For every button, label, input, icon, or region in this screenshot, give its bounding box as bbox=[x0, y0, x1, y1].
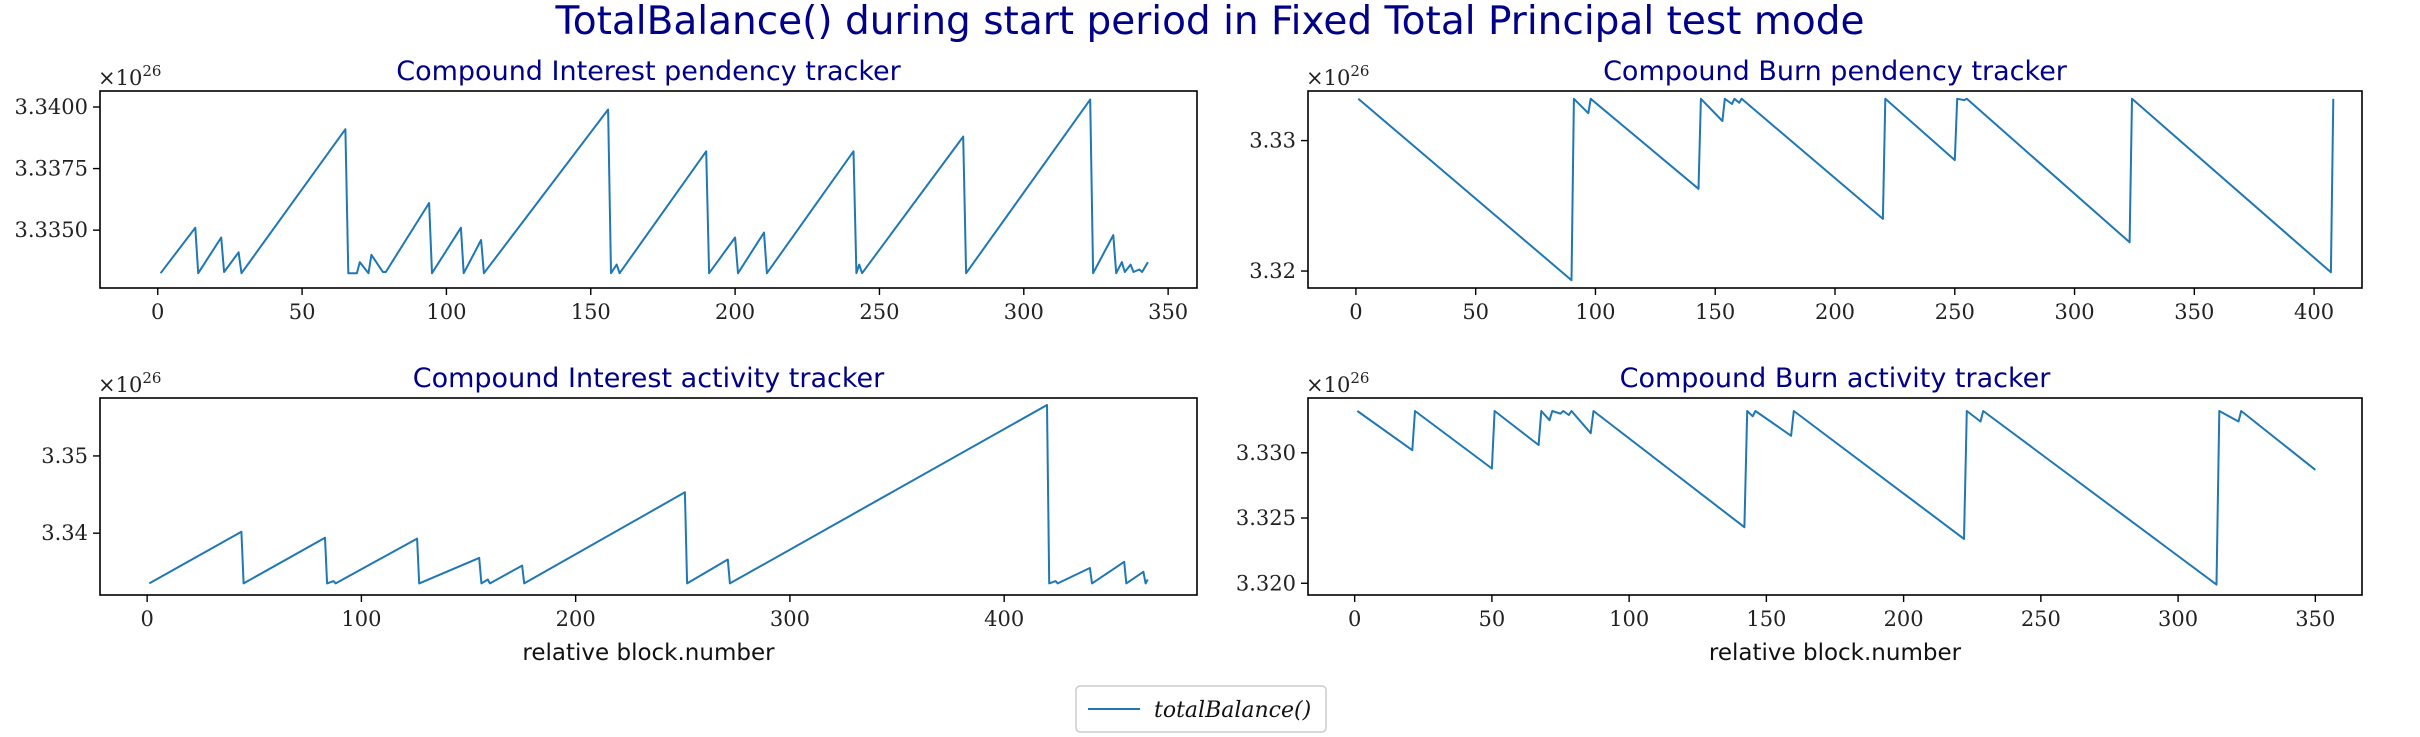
x-tick-label: 0 bbox=[1349, 300, 1362, 324]
x-tick-label: 100 bbox=[426, 300, 466, 324]
subplot-2: Compound Burn pendency tracker 0 50 100 150 2… bbox=[1249, 56, 2363, 324]
x-tick-label: 300 bbox=[1004, 300, 1044, 324]
y-tick-label: 3.34 bbox=[41, 521, 88, 545]
x-tick-label: 0 bbox=[151, 300, 164, 324]
y-tick-label: 3.33 bbox=[1249, 129, 1296, 153]
x-tick-label: 300 bbox=[2054, 300, 2094, 324]
axes-frame bbox=[99, 397, 1198, 596]
x-tick-label: 250 bbox=[1935, 300, 1975, 324]
series-line bbox=[1356, 410, 2316, 586]
x-tick-label: 50 bbox=[1462, 300, 1489, 324]
x-tick-label: 200 bbox=[1815, 300, 1855, 324]
y-tick-label: 3.3350 bbox=[15, 218, 88, 242]
x-tick-label: 0 bbox=[1348, 607, 1361, 631]
x-tick-label: 200 bbox=[715, 300, 755, 324]
y-tick-label: 3.3375 bbox=[15, 157, 88, 181]
y-offset-multiplier: ×1026 bbox=[1306, 62, 1369, 90]
y-offset-multiplier: ×1026 bbox=[1306, 369, 1369, 397]
legend: totalBalance() bbox=[1075, 685, 1327, 733]
figure-title: TotalBalance() during start period in Fi… bbox=[555, 0, 1865, 44]
x-axis-label: relative block.number bbox=[522, 640, 775, 666]
x-tick-label: 150 bbox=[1695, 300, 1735, 324]
x-tick-label: 350 bbox=[2174, 300, 2214, 324]
x-tick-label: 100 bbox=[1609, 607, 1649, 631]
x-tick-label: 200 bbox=[556, 607, 596, 631]
y-offset-multiplier: ×1026 bbox=[98, 62, 161, 90]
subplot-title: Compound Interest activity tracker bbox=[413, 363, 885, 394]
subplot-1: Compound Interest pendency tracker 0 50 100… bbox=[15, 56, 1198, 324]
series-line bbox=[148, 404, 1149, 585]
subplot-3: Compound Interest activity tracker 0 100 20… bbox=[41, 363, 1198, 666]
x-tick-label: 100 bbox=[341, 607, 381, 631]
x-tick-label: 50 bbox=[1479, 607, 1506, 631]
y-tick-label: 3.3400 bbox=[15, 95, 88, 119]
axes-frame bbox=[1307, 397, 2363, 596]
x-tick-label: 400 bbox=[2294, 300, 2334, 324]
y-tick-label: 3.325 bbox=[1236, 506, 1296, 530]
y-tick-label: 3.32 bbox=[1249, 259, 1296, 283]
x-tick-label: 100 bbox=[1575, 300, 1615, 324]
x-tick-label: 250 bbox=[859, 300, 899, 324]
axes-frame bbox=[99, 90, 1198, 289]
y-tick-label: 3.35 bbox=[41, 444, 88, 468]
x-tick-label: 150 bbox=[1746, 607, 1786, 631]
subplot-title: Compound Interest pendency tracker bbox=[396, 56, 901, 87]
x-tick-label: 150 bbox=[571, 300, 611, 324]
x-tick-label: 200 bbox=[1884, 607, 1924, 631]
x-tick-label: 300 bbox=[2158, 607, 2198, 631]
legend-box bbox=[1075, 685, 1327, 733]
x-tick-label: 250 bbox=[2021, 607, 2061, 631]
x-tick-label: 350 bbox=[1148, 300, 1188, 324]
x-tick-label: 350 bbox=[2295, 607, 2335, 631]
y-offset-multiplier: ×1026 bbox=[98, 369, 161, 397]
legend-label: totalBalance() bbox=[1154, 698, 1311, 723]
subplot-title: Compound Burn activity tracker bbox=[1620, 363, 2052, 394]
x-tick-label: 300 bbox=[770, 607, 810, 631]
series-line bbox=[1357, 97, 2335, 282]
subplot-title: Compound Burn pendency tracker bbox=[1603, 56, 2068, 87]
x-tick-label: 50 bbox=[289, 300, 316, 324]
y-tick-label: 3.330 bbox=[1236, 441, 1296, 465]
series-line bbox=[159, 98, 1149, 275]
y-tick-label: 3.320 bbox=[1236, 571, 1296, 595]
x-axis-label: relative block.number bbox=[1709, 640, 1962, 666]
subplot-4: Compound Burn activity tracker 0 50 100 150 2… bbox=[1236, 363, 2363, 666]
x-tick-label: 400 bbox=[984, 607, 1024, 631]
x-tick-label: 0 bbox=[140, 607, 153, 631]
